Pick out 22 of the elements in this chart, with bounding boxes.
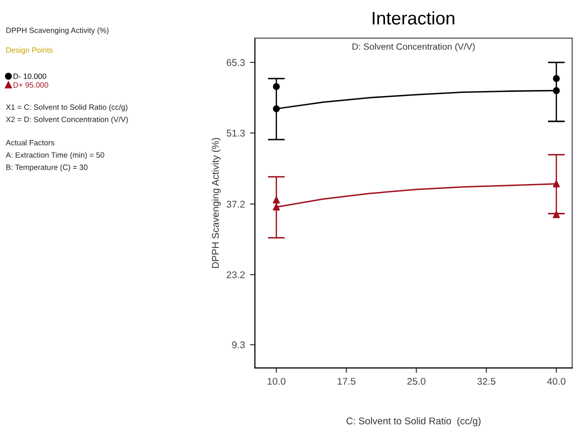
x-tick-label: 40.0 bbox=[547, 378, 566, 385]
point bbox=[552, 87, 560, 94]
y-tick-label: 51.3 bbox=[226, 130, 245, 137]
point bbox=[552, 75, 560, 82]
chart-title: Interaction bbox=[372, 11, 454, 25]
point bbox=[272, 105, 280, 112]
x-tick-label: 10.0 bbox=[268, 378, 286, 385]
x-tick-label: 25.0 bbox=[407, 378, 426, 385]
x-axis-title: C: Solvent to Solid Ratio (cc/g) bbox=[346, 417, 480, 426]
text: D: Solvent Concentration (V/V) bbox=[352, 43, 475, 52]
x-tick-label: 32.5 bbox=[477, 378, 496, 385]
y-tick-label: 9.3 bbox=[232, 341, 245, 348]
y-axis-title: DPPH Scavenging Activity (%) bbox=[212, 138, 221, 268]
point bbox=[272, 196, 280, 204]
x-tick-label: 17.5 bbox=[338, 378, 356, 385]
y-tick-label: 65.3 bbox=[226, 59, 245, 66]
y-tick-label: 37.2 bbox=[226, 200, 245, 208]
point bbox=[552, 211, 560, 218]
point bbox=[272, 204, 280, 211]
y-tick-label: 23.2 bbox=[226, 271, 245, 278]
point bbox=[272, 83, 280, 90]
point bbox=[552, 180, 560, 188]
